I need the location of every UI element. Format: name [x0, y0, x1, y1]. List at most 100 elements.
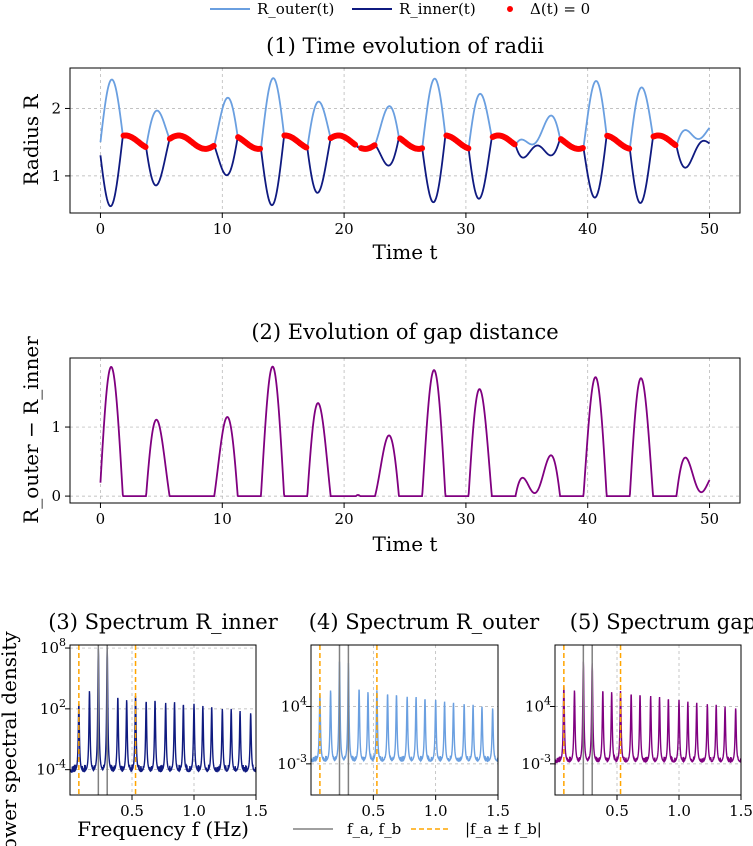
gap-tick-label-y: 1: [51, 418, 61, 436]
spectrum-inner-tick-base: 10: [40, 700, 59, 718]
legend-outer-label: R_outer(t): [257, 0, 334, 18]
radii-tick-label-x: 10: [213, 220, 232, 238]
legend-delta-label: Δ(t) = 0: [530, 0, 590, 18]
radii-chart: (1) Time evolution of radii 0 10 20 30 40 50 1…: [19, 34, 741, 264]
gap-title: (2) Evolution of gap distance: [251, 320, 558, 344]
spectrum-outer-tick-base: 10: [277, 755, 296, 773]
legend-bottom: f_a, f_b |f_a ± f_b|: [293, 820, 542, 838]
radii-tick-label-x: 50: [700, 220, 719, 238]
spectrum-outer-tick-label-x: 1.5: [486, 802, 510, 820]
gap-chart: (2) Evolution of gap distance 0 10 20 30 40 5…: [19, 320, 741, 556]
radii-tick-label-y: 1: [51, 167, 61, 185]
spectrum-inner-axes-frame: [69, 644, 257, 796]
spectrum-outer-title: (4) Spectrum R_outer: [309, 610, 540, 634]
spectrum-gap-tick-label-x: 1.5: [729, 802, 753, 820]
spectrum-inner-tick-label-y: 10-4: [36, 758, 66, 779]
contact-marker: [257, 145, 264, 152]
legend-top: R_outer(t) R_inner(t) Δ(t) = 0: [210, 0, 590, 18]
gap-tick-label-x: 30: [456, 510, 475, 528]
spectrum-inner-title: (3) Spectrum R_inner: [48, 610, 279, 634]
radii-axes-frame: [69, 67, 741, 214]
spectrum-inner-tick-exp: 2: [59, 697, 66, 710]
spectrum-outer-tick-label-x: 1.0: [424, 802, 448, 820]
contact-marker: [419, 145, 426, 152]
spectrum-gap-tick-exp: 4: [544, 694, 551, 707]
contact-marker: [511, 141, 518, 148]
spectrum-gap-tick-label-x: 0.5: [605, 802, 629, 820]
spectrum-outer-axes-frame: [310, 644, 499, 796]
contact-marker: [142, 144, 149, 150]
spectrum-gap-tick-base: 10: [525, 697, 544, 715]
spectrum-outer-tick-base: 10: [281, 697, 300, 715]
gap-ticks: 0 10 20 30 40 50 0 1: [51, 418, 719, 528]
spectrum-outer-tick-label-x: 0.5: [361, 802, 385, 820]
gap-tick-label-x: 50: [700, 510, 719, 528]
radii-grid: [70, 68, 740, 213]
legend-comb-label: |f_a ± f_b|: [465, 820, 542, 838]
spectrum-inner-tick-exp: 8: [59, 636, 66, 649]
radii-ylabel: Radius R: [19, 93, 43, 185]
series-inner: [99, 134, 711, 208]
gap-axes-frame: [69, 357, 741, 504]
legend-delta-marker: [507, 6, 513, 12]
radii-ticks: 0 10 20 30 40 50 1 2: [51, 99, 719, 238]
contact-marker: [210, 142, 217, 149]
legend-inner-label: R_inner(t): [399, 0, 476, 18]
spectrum-inner-tick-label-y: 102: [40, 697, 66, 718]
series-gap: [99, 365, 711, 497]
spectrum-outer-tick-exp: 4: [300, 694, 307, 707]
spectrum-gap-tick-base: 10: [521, 755, 540, 773]
spectrum-outer-tick-exp: -3: [296, 752, 307, 765]
contact-marker: [626, 145, 633, 152]
radii-tick-label-x: 30: [456, 220, 475, 238]
spectrum-gap-title: (5) Spectrum gap: [570, 610, 753, 634]
spectrum-inner-tick-label-y: 108: [40, 636, 66, 657]
spectrum-gap-series: [555, 661, 741, 766]
spectrum-outer-tick-label-y: 104: [281, 694, 307, 715]
spectrum-ylabel: Power spectral density: [0, 631, 21, 846]
gap-tick-label-x: 10: [213, 510, 232, 528]
gap-tick-label-x: 40: [578, 510, 597, 528]
contact-marker: [352, 141, 359, 148]
legend-fab-label: f_a, f_b: [347, 820, 401, 838]
spectrum-gap-tick-exp: -3: [540, 752, 551, 765]
series-outer: [99, 77, 711, 150]
spectrum-gap-axes-frame: [554, 644, 742, 796]
contact-marker: [579, 144, 586, 151]
spectrum-inner-tick-base: 10: [40, 639, 59, 657]
spectrum-inner-tick-label-x: 0.5: [120, 802, 144, 820]
gap-tick-label-x: 0: [96, 510, 106, 528]
radii-tick-label-y: 2: [51, 99, 61, 117]
radii-tick-label-x: 20: [335, 220, 354, 238]
contact-markers: [120, 132, 679, 152]
spectrum-inner-tick-exp: -4: [55, 758, 66, 771]
spectrum-outer-series: [311, 661, 498, 763]
gap-ylabel: R_outer − R_inner: [19, 336, 43, 524]
gap-xlabel: Time t: [373, 532, 438, 556]
spectrum-inner-tick-base: 10: [36, 761, 55, 779]
spectrum-xlabel: Frequency f (Hz): [77, 817, 249, 841]
radii-tick-label-x: 40: [578, 220, 597, 238]
spectrum-gap-tick-label-y: 104: [525, 694, 551, 715]
contact-marker: [303, 144, 310, 151]
spectrum-outer-tick-label-y: 10-3: [277, 752, 307, 773]
contact-marker: [672, 142, 679, 149]
radii-tick-label-x: 0: [96, 220, 106, 238]
spectrum-inner-series: [70, 648, 256, 773]
spectrum-inner-tick-label-x: 1.5: [244, 802, 268, 820]
contact-marker: [465, 145, 472, 152]
spectrum-gap-tick-label-x: 1.0: [667, 802, 691, 820]
spectrum-gap-tick-label-y: 10-3: [521, 752, 551, 773]
spectrum-inner-tick-label-x: 1.0: [182, 802, 206, 820]
gap-tick-label-x: 20: [335, 510, 354, 528]
gap-tick-label-y: 0: [51, 487, 61, 505]
radii-xlabel: Time t: [373, 240, 438, 264]
contact-marker: [371, 142, 378, 149]
